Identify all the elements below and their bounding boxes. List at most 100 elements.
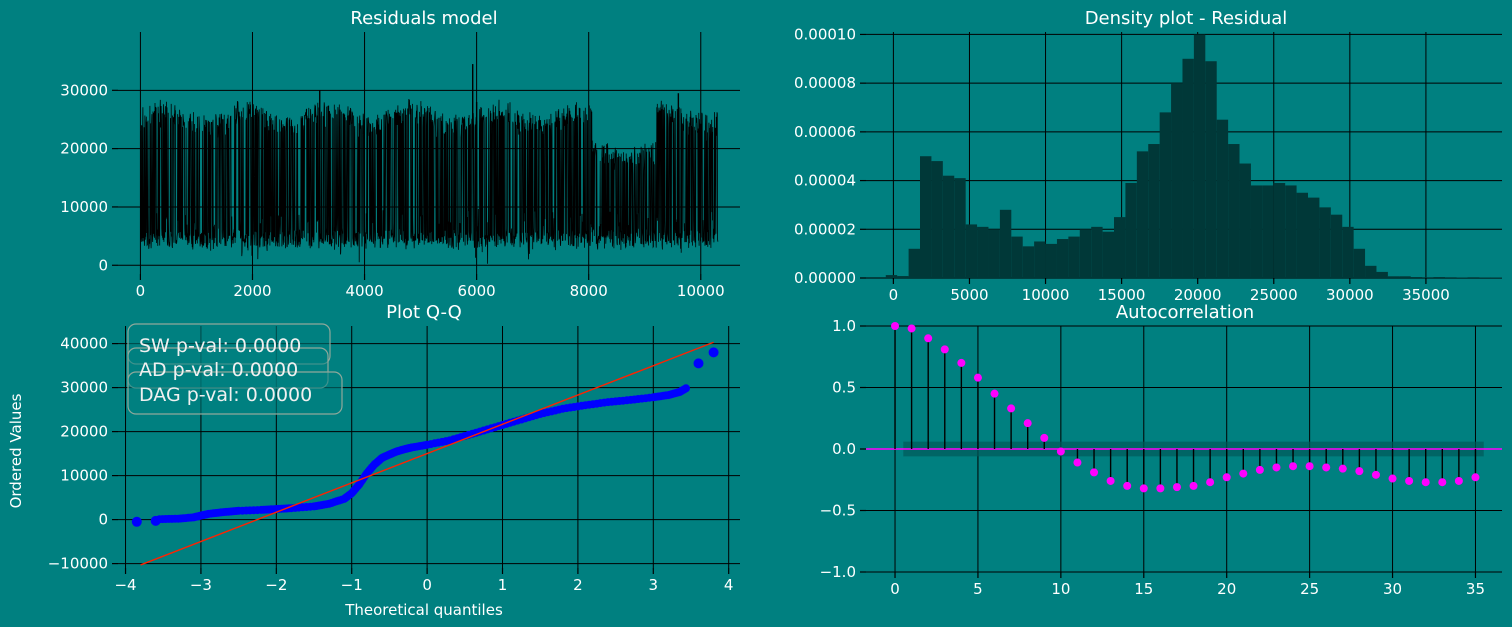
qq-x-axis-label: Theoretical quantiles <box>344 601 503 619</box>
acf-y-tick-label: 0.5 <box>832 379 856 397</box>
qq-y-axis-label: Ordered Values <box>7 393 25 508</box>
qq-outlier-point <box>693 358 704 369</box>
acf-x-ticks: 0 5 10 15 20 25 30 35 <box>890 572 1485 598</box>
acf-marker <box>1189 481 1198 490</box>
qq-y-tick-label: 30000 <box>60 379 108 397</box>
acf-marker <box>1289 462 1298 471</box>
acf-y-tick-label: 0.0 <box>832 440 856 458</box>
acf-marker <box>1007 404 1016 413</box>
residuals-y-tick-label: 10000 <box>60 198 108 216</box>
density-bar <box>999 209 1012 278</box>
density-bar <box>965 224 978 278</box>
density-bar <box>977 226 989 278</box>
density-bar <box>1376 271 1388 278</box>
acf-marker <box>907 324 916 333</box>
density-bar <box>1148 144 1160 278</box>
density-bar <box>1068 236 1080 278</box>
density-bar <box>1193 34 1206 278</box>
qq-outlier-point <box>131 516 142 527</box>
qq-point <box>682 384 690 393</box>
qq-outlier-point <box>150 515 161 526</box>
density-bar <box>1228 144 1240 278</box>
density-bar <box>1353 248 1366 278</box>
density-x-tick-label: 25000 <box>1250 286 1298 304</box>
acf-marker <box>1172 483 1181 492</box>
density-bar <box>1273 183 1286 278</box>
density-bar <box>1308 197 1320 278</box>
acf-x-tick-label: 25 <box>1300 580 1319 598</box>
density-bar <box>1159 112 1172 278</box>
density-x-tick-label: 15000 <box>1098 286 1146 304</box>
density-chart: 0 5000 10000 15000 20000 25000 30000 35000 0.00… <box>794 8 1502 304</box>
acf-marker <box>1139 484 1148 493</box>
acf-marker <box>1156 484 1165 493</box>
density-y-tick-label: 0.00010 <box>794 25 856 43</box>
residuals-y-tick-label: 20000 <box>60 140 108 158</box>
density-bar <box>1114 217 1126 278</box>
residuals-chart: 0 2000 4000 6000 8000 10000 0100002000030000 … <box>60 8 740 300</box>
qq-outlier-point <box>708 347 719 358</box>
density-bar <box>1319 207 1331 278</box>
density-bar <box>1422 277 1434 278</box>
residuals-x-tick-label: 8000 <box>570 282 608 300</box>
density-bar <box>942 175 955 278</box>
density-y-tick-label: 0.00004 <box>794 172 856 190</box>
density-x-tick-label: 35000 <box>1402 286 1450 304</box>
acf-y-tick-label: 1.0 <box>832 317 856 335</box>
acf-marker <box>1106 476 1115 485</box>
qq-fit-line <box>140 341 714 566</box>
acf-marker <box>1206 478 1215 487</box>
acf-marker <box>1222 473 1231 482</box>
density-bar <box>1262 185 1274 278</box>
acf-marker <box>1123 481 1132 490</box>
acf-marker <box>990 389 999 398</box>
acf-marker <box>1421 478 1430 487</box>
density-bar <box>1365 265 1377 278</box>
density-bar <box>908 248 921 278</box>
residuals-x-tick-label: 0 <box>136 282 146 300</box>
qq-x-tick-label: −3 <box>190 576 212 594</box>
qq-title: Plot Q-Q <box>386 302 462 323</box>
density-x-tick-label: 30000 <box>1326 286 1374 304</box>
density-bar <box>885 275 898 278</box>
acf-marker <box>940 345 949 354</box>
density-bar <box>897 276 909 278</box>
ad-annotation: AD p-val: 0.0000 <box>139 359 298 381</box>
density-y-tick-label: 0.00002 <box>794 220 856 238</box>
qq-y-tick-label: 0 <box>98 511 108 529</box>
residuals-plot-area <box>139 64 719 264</box>
density-x-tick-label: 0 <box>889 286 899 304</box>
residuals-x-tick-label: 6000 <box>458 282 496 300</box>
acf-x-tick-label: 5 <box>973 580 983 598</box>
density-bar <box>1056 239 1069 278</box>
qq-y-tick-label: 20000 <box>60 423 108 441</box>
acf-chart: 0 5 10 15 20 25 30 35 −1.0 −0.5 0.0 0.5 1.0 Autocor… <box>820 302 1502 598</box>
acf-marker <box>1371 470 1380 479</box>
density-plot-area <box>885 34 1502 279</box>
density-x-tick-label: 20000 <box>1174 286 1222 304</box>
residuals-x-ticks: 0 2000 4000 6000 8000 10000 <box>136 274 725 300</box>
density-bar <box>920 156 932 278</box>
density-bar <box>1285 185 1297 278</box>
qq-chart: −4 −3 −2 −1 0 1 2 3 4 −10000 0 10000 20000 30000 4000… <box>7 302 740 619</box>
acf-y-ticks: −1.0 −0.5 0.0 0.5 1.0 <box>820 317 866 581</box>
acf-y-tick-label: −1.0 <box>820 563 856 581</box>
qq-x-tick-label: 1 <box>498 576 508 594</box>
acf-x-tick-label: 30 <box>1383 580 1402 598</box>
qq-x-tick-label: −2 <box>265 576 287 594</box>
density-x-ticks: 0 5000 10000 15000 20000 25000 30000 35000 <box>889 278 1450 304</box>
residuals-x-tick-label: 10000 <box>677 282 725 300</box>
qq-annotations: SW p-val: 0.0000 AD p-val: 0.0000 DAG p-… <box>127 323 343 415</box>
acf-marker <box>924 334 933 343</box>
acf-marker <box>891 322 900 330</box>
residuals-title: Residuals model <box>350 8 497 29</box>
acf-marker <box>1471 473 1480 482</box>
density-bar <box>1034 241 1046 278</box>
acf-marker <box>1454 476 1463 485</box>
qq-x-tick-label: −1 <box>341 576 363 594</box>
acf-plot-area <box>866 322 1502 493</box>
residuals-x-tick-label: 2000 <box>233 282 271 300</box>
density-bar <box>1342 226 1354 278</box>
density-bar <box>1387 276 1400 278</box>
density-bar <box>1444 277 1457 278</box>
